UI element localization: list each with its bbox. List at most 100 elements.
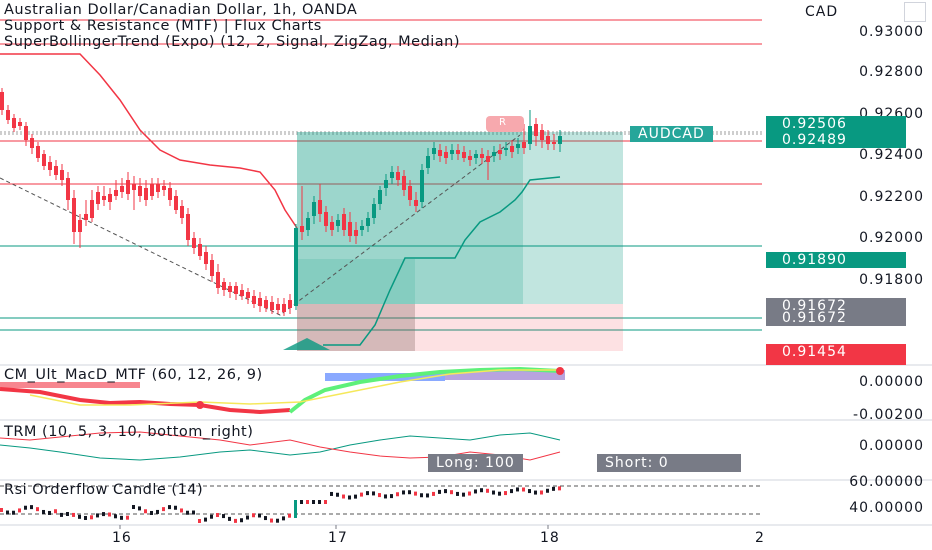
candle-body[interactable]	[324, 212, 328, 226]
candle-body[interactable]	[288, 300, 292, 308]
price-tag-green[interactable]: 0.92489	[766, 132, 906, 148]
candle-body[interactable]	[432, 148, 436, 154]
indicator-title-bollinger[interactable]: SuperBollingerTrend (Expo) (12, 2, Signa…	[4, 34, 461, 50]
candle-body[interactable]	[516, 144, 520, 148]
candle-body[interactable]	[456, 150, 460, 154]
price-tag-gray[interactable]: 0.91672	[766, 310, 906, 326]
symbol-tag[interactable]: AUDCAD	[630, 126, 713, 142]
candle-body[interactable]	[492, 152, 496, 156]
candle-body[interactable]	[300, 226, 304, 232]
candle-body[interactable]	[444, 152, 448, 158]
candle-body[interactable]	[162, 186, 166, 190]
candle-body[interactable]	[510, 146, 514, 152]
candle-body[interactable]	[216, 272, 220, 288]
candle-body[interactable]	[156, 184, 160, 192]
candle-body[interactable]	[276, 304, 280, 310]
candle-body[interactable]	[330, 222, 334, 230]
candle-body[interactable]	[378, 190, 382, 204]
candle-body[interactable]	[366, 218, 370, 226]
candle-body[interactable]	[426, 156, 430, 168]
candle-body[interactable]	[438, 150, 442, 156]
candle-body[interactable]	[72, 198, 76, 232]
candle-body[interactable]	[420, 170, 424, 202]
candle-body[interactable]	[282, 304, 286, 312]
lower-trend-line[interactable]	[323, 176, 561, 346]
candle-body[interactable]	[186, 214, 190, 240]
candle-body[interactable]	[6, 110, 10, 120]
candle-body[interactable]	[66, 178, 70, 200]
symbol-title[interactable]: Australian Dollar/Canadian Dollar, 1h, O…	[4, 2, 358, 18]
candle-body[interactable]	[90, 200, 94, 218]
candle-body[interactable]	[126, 180, 130, 194]
candle-body[interactable]	[42, 154, 46, 166]
trm-title[interactable]: TRM (10, 5, 3, 10, bottom_right)	[4, 424, 254, 440]
r-marker-box[interactable]	[486, 116, 524, 132]
candle-body[interactable]	[342, 214, 346, 230]
candle-body[interactable]	[180, 206, 184, 218]
candle-body[interactable]	[234, 286, 238, 294]
candle-body[interactable]	[240, 290, 244, 296]
candle-body[interactable]	[222, 282, 226, 290]
candle-body[interactable]	[18, 122, 22, 126]
candle-body[interactable]	[138, 186, 142, 196]
candle-body[interactable]	[306, 218, 310, 230]
candle-body[interactable]	[12, 118, 16, 128]
candle-body[interactable]	[522, 142, 526, 148]
candle-body[interactable]	[384, 180, 388, 188]
candle-body[interactable]	[264, 300, 268, 308]
candle-body[interactable]	[318, 200, 322, 214]
candle-body[interactable]	[54, 166, 58, 175]
candle-body[interactable]	[540, 130, 544, 140]
candle-body[interactable]	[312, 202, 316, 216]
candle-body[interactable]	[30, 138, 34, 148]
candle-body[interactable]	[228, 286, 232, 292]
candle-body[interactable]	[102, 196, 106, 200]
candle-body[interactable]	[114, 190, 118, 196]
candle-body[interactable]	[48, 162, 52, 170]
candle-body[interactable]	[486, 156, 490, 162]
candle-body[interactable]	[498, 150, 502, 154]
candle-body[interactable]	[174, 196, 178, 210]
candle-body[interactable]	[60, 170, 64, 180]
candle-body[interactable]	[132, 184, 136, 190]
candle-body[interactable]	[198, 244, 202, 256]
candle-body[interactable]	[108, 194, 112, 202]
candle-body[interactable]	[120, 186, 124, 192]
indicator-title-sr[interactable]: Support & Resistance (MTF) | Flux Charts	[4, 18, 322, 34]
candle-body[interactable]	[348, 222, 352, 236]
long-position-tool[interactable]	[297, 132, 623, 351]
upper-trend-line[interactable]	[0, 53, 298, 229]
candle-body[interactable]	[390, 172, 394, 178]
candle-body[interactable]	[204, 252, 208, 264]
candle-body[interactable]	[258, 298, 262, 306]
candle-body[interactable]	[336, 220, 340, 226]
price-tag-green[interactable]: 0.91890	[766, 252, 906, 268]
scale-toggle-button[interactable]	[904, 2, 926, 22]
candle-body[interactable]	[144, 188, 148, 200]
candle-body[interactable]	[504, 148, 508, 150]
candle-body[interactable]	[372, 204, 376, 218]
candle-body[interactable]	[294, 228, 298, 306]
candle-body[interactable]	[150, 184, 154, 196]
candle-body[interactable]	[528, 126, 532, 144]
candle-body[interactable]	[192, 238, 196, 248]
candle-body[interactable]	[552, 142, 556, 144]
candle-body[interactable]	[78, 220, 82, 232]
candle-body[interactable]	[36, 146, 40, 158]
candle-body[interactable]	[210, 260, 214, 276]
candle-body[interactable]	[414, 200, 418, 206]
candle-body[interactable]	[408, 186, 412, 200]
candle-body[interactable]	[534, 124, 538, 136]
macd-title[interactable]: CM_Ult_MacD_MTF (60, 12, 26, 9)	[4, 367, 263, 383]
candle-body[interactable]	[270, 302, 274, 310]
buy-signal-triangle[interactable]	[283, 338, 330, 350]
candle-body[interactable]	[396, 172, 400, 180]
candle-body[interactable]	[468, 156, 472, 160]
candle-body[interactable]	[450, 150, 454, 154]
price-tag-green[interactable]: 0.92506	[766, 116, 906, 132]
candle-body[interactable]	[24, 126, 28, 140]
candle-body[interactable]	[546, 136, 550, 144]
candle-body[interactable]	[558, 136, 562, 144]
candle-body[interactable]	[96, 192, 100, 204]
